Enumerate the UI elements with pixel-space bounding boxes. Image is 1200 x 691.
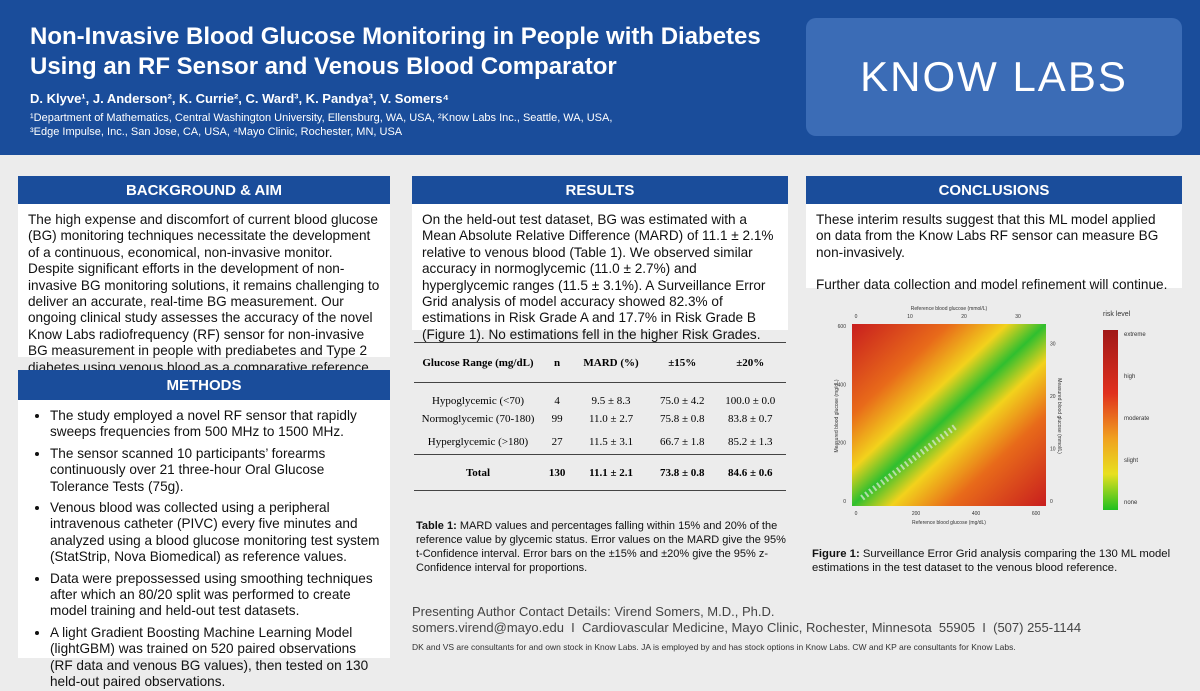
contact: somers.virend@mayo.edu I Cardiovascular … xyxy=(412,620,1082,635)
table-cell: 100.0 ± 0.0 xyxy=(725,394,776,407)
table-cell: Total xyxy=(465,466,491,479)
results-text: On the held-out test dataset, BG was est… xyxy=(412,204,788,342)
legend-label: extreme xyxy=(1124,332,1146,338)
method-item: The sensor scanned 10 participants’ fore… xyxy=(50,446,380,495)
conclusions-panel: These interim results suggest that this … xyxy=(806,204,1182,292)
table-header: ±15% xyxy=(668,356,697,369)
table-cell: 75.8 ± 0.8 xyxy=(660,412,705,425)
caption-text: Surveillance Error Grid analysis compari… xyxy=(812,548,1171,574)
table-header: MARD (%) xyxy=(583,356,639,369)
table-row: Hypoglycemic (<70) 4 9.5 ± 8.3 75.0 ± 4.2 10… xyxy=(414,383,786,407)
caption-label: Figure 1: xyxy=(812,548,860,560)
tick-label: 0 xyxy=(855,314,858,320)
section-heading: RESULTS xyxy=(412,176,788,204)
table-cell: 85.2 ± 1.3 xyxy=(728,436,773,449)
table-cell: 83.8 ± 0.7 xyxy=(728,412,773,425)
table-cell: 11.0 ± 2.7 xyxy=(588,412,634,425)
table-cell: 27 xyxy=(551,436,563,449)
axis-label: Measured blood glucose (mmol/L) xyxy=(1056,378,1062,454)
figure-caption: Figure 1: Surveillance Error Grid analys… xyxy=(812,547,1178,575)
legend-bar xyxy=(1103,330,1118,510)
table-row: Normoglycemic (70-180) 99 11.0 ± 2.7 75.8 ±… xyxy=(414,407,786,431)
method-item: A light Gradient Boosting Machine Learni… xyxy=(50,625,380,691)
table-cell: 4 xyxy=(554,394,560,407)
methods-list: The study employed a novel RF sensor tha… xyxy=(28,408,380,691)
disclosure: DK and VS are consultants for and own st… xyxy=(412,642,1016,652)
tick-label: 0 xyxy=(855,511,858,517)
table-cell: 73.8 ± 0.8 xyxy=(660,466,705,479)
method-item: Data were prepossessed using smoothing t… xyxy=(50,571,380,620)
legend-label: none xyxy=(1124,500,1138,506)
caption-text: MARD values and percentages falling with… xyxy=(416,520,786,574)
table-row: Total 130 11.1 ± 2.1 73.8 ± 0.8 84.6 ± 0.6 xyxy=(414,454,786,491)
affiliation: ³Edge Impulse, Inc., San Jose, CA, USA, … xyxy=(30,126,403,138)
table-cell: 66.7 ± 1.8 xyxy=(660,436,705,449)
table-cell: 75.0 ± 4.2 xyxy=(660,394,705,407)
table-caption: Table 1: MARD values and percentages fal… xyxy=(416,519,786,575)
caption-label: Table 1: xyxy=(416,520,457,532)
tick-label: 20 xyxy=(961,314,967,320)
legend-title: risk level xyxy=(1103,311,1131,318)
section-heading: METHODS xyxy=(18,370,390,400)
methods-panel: The study employed a novel RF sensor tha… xyxy=(18,400,390,689)
tick-label: 0 xyxy=(843,499,846,505)
tick-label: 400 xyxy=(972,511,981,517)
background-text: The high expense and discomfort of curre… xyxy=(18,204,390,375)
axis-label: Measured blood glucose (mg/dL) xyxy=(834,379,840,452)
title: Non-Invasive Blood Glucose Monitoring in… xyxy=(30,23,761,80)
legend-label: slight xyxy=(1124,458,1138,464)
logo: KNOW LABS xyxy=(806,18,1182,136)
figure: Reference blood glucose (mmol/L) Referenc… xyxy=(834,306,1150,526)
tick-label: 0 xyxy=(1050,499,1053,505)
poster: Non-Invasive Blood Glucose Monitoring in… xyxy=(0,0,1200,675)
tick-label: 20 xyxy=(1050,394,1056,400)
table-cell: 130 xyxy=(548,466,566,479)
table-cell: Hyperglycemic (>180) xyxy=(427,436,529,449)
table-header: n xyxy=(554,356,561,369)
authors: D. Klyve¹, J. Anderson², K. Currie², C. … xyxy=(30,91,449,106)
table-header: ±20% xyxy=(736,356,765,369)
tick-label: 30 xyxy=(1015,314,1021,320)
axis-label: Reference blood glucose (mmol/L) xyxy=(911,306,988,312)
table-row: Hyperglycemic (>180) 27 11.5 ± 3.1 66.7 ± 1… xyxy=(414,431,786,455)
tick-label: 600 xyxy=(838,324,847,330)
method-item: Venous blood was collected using a perip… xyxy=(50,500,380,566)
error-grid xyxy=(852,324,1046,506)
paragraph: Further data collection and model refine… xyxy=(816,277,1168,293)
legend-label: moderate xyxy=(1124,416,1150,422)
table-cell: 9.5 ± 8.3 xyxy=(591,394,631,407)
table-cell: 99 xyxy=(551,412,563,425)
tick-label: 10 xyxy=(907,314,913,320)
tick-label: 400 xyxy=(838,382,847,388)
table-cell: Normoglycemic (70-180) xyxy=(421,412,535,425)
table-header: Glucose Range (mg/dL) xyxy=(422,356,534,369)
legend-label: high xyxy=(1124,374,1135,380)
tick-label: 30 xyxy=(1050,342,1056,348)
table-cell: 11.1 ± 2.1 xyxy=(589,466,634,479)
paragraph: These interim results suggest that this … xyxy=(816,212,1159,260)
table-header-row: Glucose Range (mg/dL) n MARD (%) ±15% ±20% xyxy=(414,342,786,383)
section-heading: BACKGROUND & AIM xyxy=(18,176,390,204)
affiliation: ¹Department of Mathematics, Central Wash… xyxy=(30,112,613,124)
table-cell: Hypoglycemic (<70) xyxy=(431,394,525,407)
tick-label: 200 xyxy=(912,511,921,517)
tick-label: 200 xyxy=(838,441,847,447)
method-item: The study employed a novel RF sensor tha… xyxy=(50,408,380,441)
section-heading: CONCLUSIONS xyxy=(806,176,1182,204)
contact: Presenting Author Contact Details: Viren… xyxy=(412,604,775,619)
table-cell: 84.6 ± 0.6 xyxy=(728,466,773,479)
tick-label: 10 xyxy=(1050,447,1056,453)
table-cell: 11.5 ± 3.1 xyxy=(588,436,634,449)
results-table: Glucose Range (mg/dL) n MARD (%) ±15% ±20% Hy… xyxy=(414,342,786,491)
tick-label: 600 xyxy=(1032,511,1041,517)
axis-label: Reference blood glucose (mg/dL) xyxy=(912,520,986,526)
